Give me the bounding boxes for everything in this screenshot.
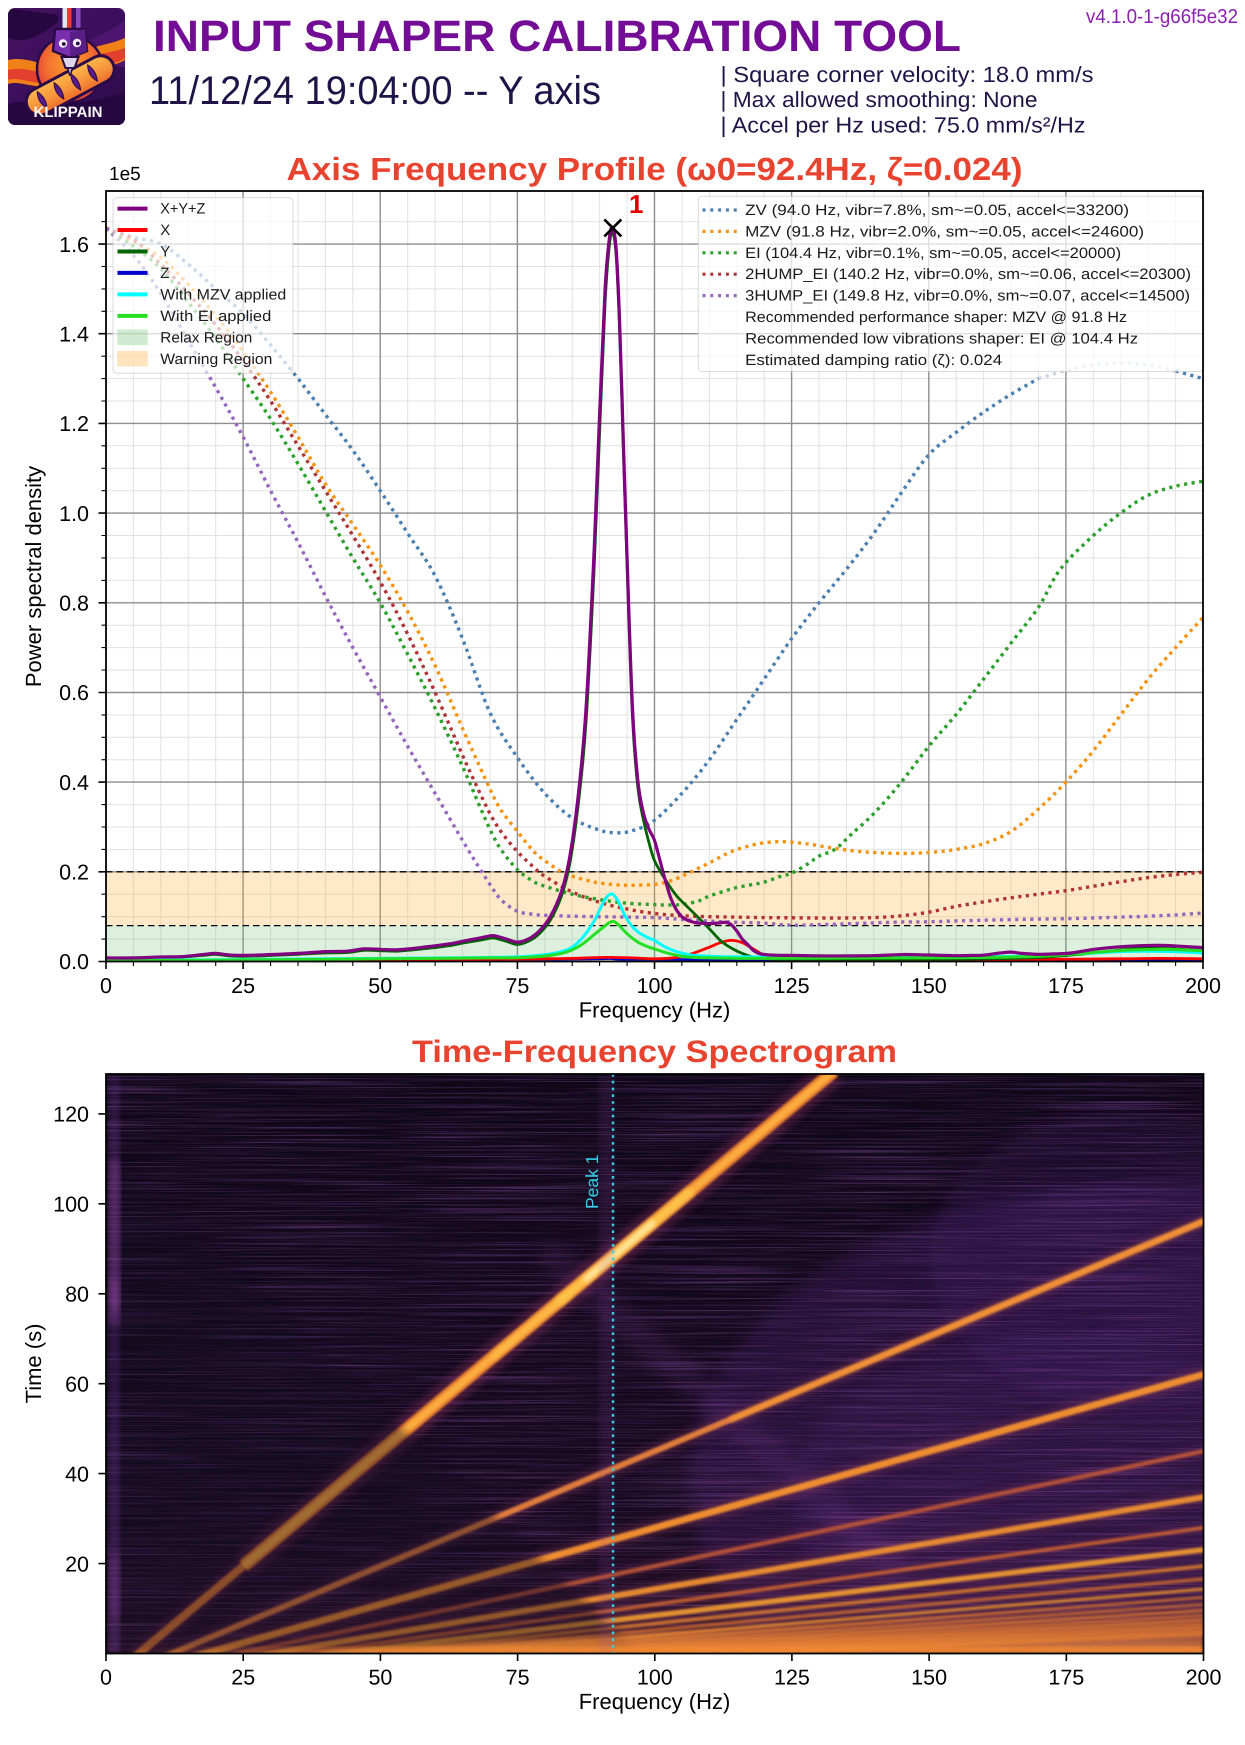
svg-text:v4.1.0-1-g66f5e32: v4.1.0-1-g66f5e32 bbox=[1086, 6, 1238, 28]
svg-text:Time-Frequency Spectrogram: Time-Frequency Spectrogram bbox=[412, 1034, 897, 1069]
svg-text:With MZV applied: With MZV applied bbox=[160, 286, 286, 303]
svg-text:X: X bbox=[160, 222, 170, 239]
svg-text:INPUT SHAPER CALIBRATION TOOL: INPUT SHAPER CALIBRATION TOOL bbox=[153, 12, 961, 61]
svg-text:125: 125 bbox=[774, 1666, 810, 1690]
svg-text:KLIPPAIN: KLIPPAIN bbox=[34, 104, 103, 121]
svg-text:Warning Region: Warning Region bbox=[160, 351, 272, 368]
svg-text:40: 40 bbox=[65, 1462, 89, 1486]
svg-text:100: 100 bbox=[637, 974, 673, 998]
svg-text:200: 200 bbox=[1185, 974, 1221, 998]
svg-text:With EI applied: With EI applied bbox=[160, 308, 271, 325]
svg-text:Estimated damping ratio (ζ): 0: Estimated damping ratio (ζ): 0.024 bbox=[745, 352, 1002, 369]
svg-text:Z: Z bbox=[160, 265, 169, 282]
svg-text:150: 150 bbox=[911, 1666, 947, 1690]
svg-text:0.0: 0.0 bbox=[59, 950, 89, 974]
svg-text:175: 175 bbox=[1048, 974, 1084, 998]
svg-text:0: 0 bbox=[100, 1666, 112, 1690]
svg-text:150: 150 bbox=[911, 974, 947, 998]
svg-text:| Accel per Hz used: 75.0 mm/s: | Accel per Hz used: 75.0 mm/s²/Hz bbox=[721, 112, 1086, 137]
svg-text:Frequency (Hz): Frequency (Hz) bbox=[579, 998, 731, 1023]
svg-text:Frequency (Hz): Frequency (Hz) bbox=[579, 1689, 731, 1714]
svg-text:Y: Y bbox=[160, 244, 170, 261]
svg-text:| Max allowed smoothing: None: | Max allowed smoothing: None bbox=[721, 87, 1038, 112]
svg-text:Axis Frequency Profile (ω0=92.: Axis Frequency Profile (ω0=92.4Hz, ζ=0.0… bbox=[287, 151, 1023, 187]
svg-text:3HUMP_EI (149.8 Hz, vibr=0.0%,: 3HUMP_EI (149.8 Hz, vibr=0.0%, sm~=0.07,… bbox=[745, 288, 1190, 305]
svg-text:Recommended performance shaper: Recommended performance shaper: MZV @ 91… bbox=[745, 309, 1127, 326]
svg-text:75: 75 bbox=[506, 1666, 530, 1690]
svg-text:25: 25 bbox=[231, 974, 255, 998]
svg-text:100: 100 bbox=[637, 1666, 673, 1690]
svg-text:1: 1 bbox=[629, 189, 643, 219]
svg-text:200: 200 bbox=[1186, 1666, 1222, 1690]
svg-text:50: 50 bbox=[368, 974, 392, 998]
svg-text:Peak 1: Peak 1 bbox=[582, 1155, 602, 1209]
svg-text:| Square corner velocity: 18.0: | Square corner velocity: 18.0 mm/s bbox=[721, 62, 1094, 87]
svg-text:0: 0 bbox=[100, 974, 112, 998]
svg-text:2HUMP_EI (140.2 Hz, vibr=0.0%,: 2HUMP_EI (140.2 Hz, vibr=0.0%, sm~=0.06,… bbox=[745, 266, 1191, 283]
svg-text:25: 25 bbox=[231, 1666, 255, 1690]
svg-text:1.6: 1.6 bbox=[59, 233, 89, 257]
svg-text:0.2: 0.2 bbox=[59, 861, 89, 885]
svg-text:80: 80 bbox=[65, 1283, 89, 1307]
svg-text:120: 120 bbox=[53, 1103, 89, 1127]
svg-text:0.6: 0.6 bbox=[59, 681, 89, 705]
svg-text:EI (104.4 Hz, vibr=0.1%, sm~=0: EI (104.4 Hz, vibr=0.1%, sm~=0.05, accel… bbox=[745, 245, 1121, 262]
svg-text:Relax Region: Relax Region bbox=[160, 329, 252, 346]
svg-text:1.0: 1.0 bbox=[59, 502, 89, 526]
svg-text:125: 125 bbox=[774, 974, 810, 998]
svg-text:Time (s): Time (s) bbox=[21, 1324, 46, 1404]
svg-text:75: 75 bbox=[505, 974, 529, 998]
svg-text:ZV (94.0 Hz, vibr=7.8%, sm~=0.: ZV (94.0 Hz, vibr=7.8%, sm~=0.05, accel<… bbox=[745, 202, 1129, 219]
svg-text:X+Y+Z: X+Y+Z bbox=[160, 201, 205, 218]
svg-text:Recommended low vibrations sha: Recommended low vibrations shaper: EI @ … bbox=[745, 330, 1138, 347]
svg-text:0.8: 0.8 bbox=[59, 592, 89, 616]
svg-text:60: 60 bbox=[65, 1372, 89, 1396]
svg-text:MZV (91.8 Hz, vibr=2.0%, sm~=0: MZV (91.8 Hz, vibr=2.0%, sm~=0.05, accel… bbox=[745, 223, 1144, 240]
svg-text:175: 175 bbox=[1048, 1666, 1084, 1690]
svg-text:20: 20 bbox=[65, 1552, 89, 1576]
svg-text:0.4: 0.4 bbox=[59, 771, 89, 795]
svg-text:50: 50 bbox=[368, 1666, 392, 1690]
svg-text:100: 100 bbox=[53, 1193, 89, 1217]
svg-text:1e5: 1e5 bbox=[109, 164, 141, 185]
svg-text:11/12/24 19:04:00 -- Y axis: 11/12/24 19:04:00 -- Y axis bbox=[149, 69, 601, 113]
svg-text:Power spectral density: Power spectral density bbox=[21, 466, 46, 687]
svg-text:1.4: 1.4 bbox=[59, 322, 89, 346]
svg-text:1.2: 1.2 bbox=[59, 412, 89, 436]
